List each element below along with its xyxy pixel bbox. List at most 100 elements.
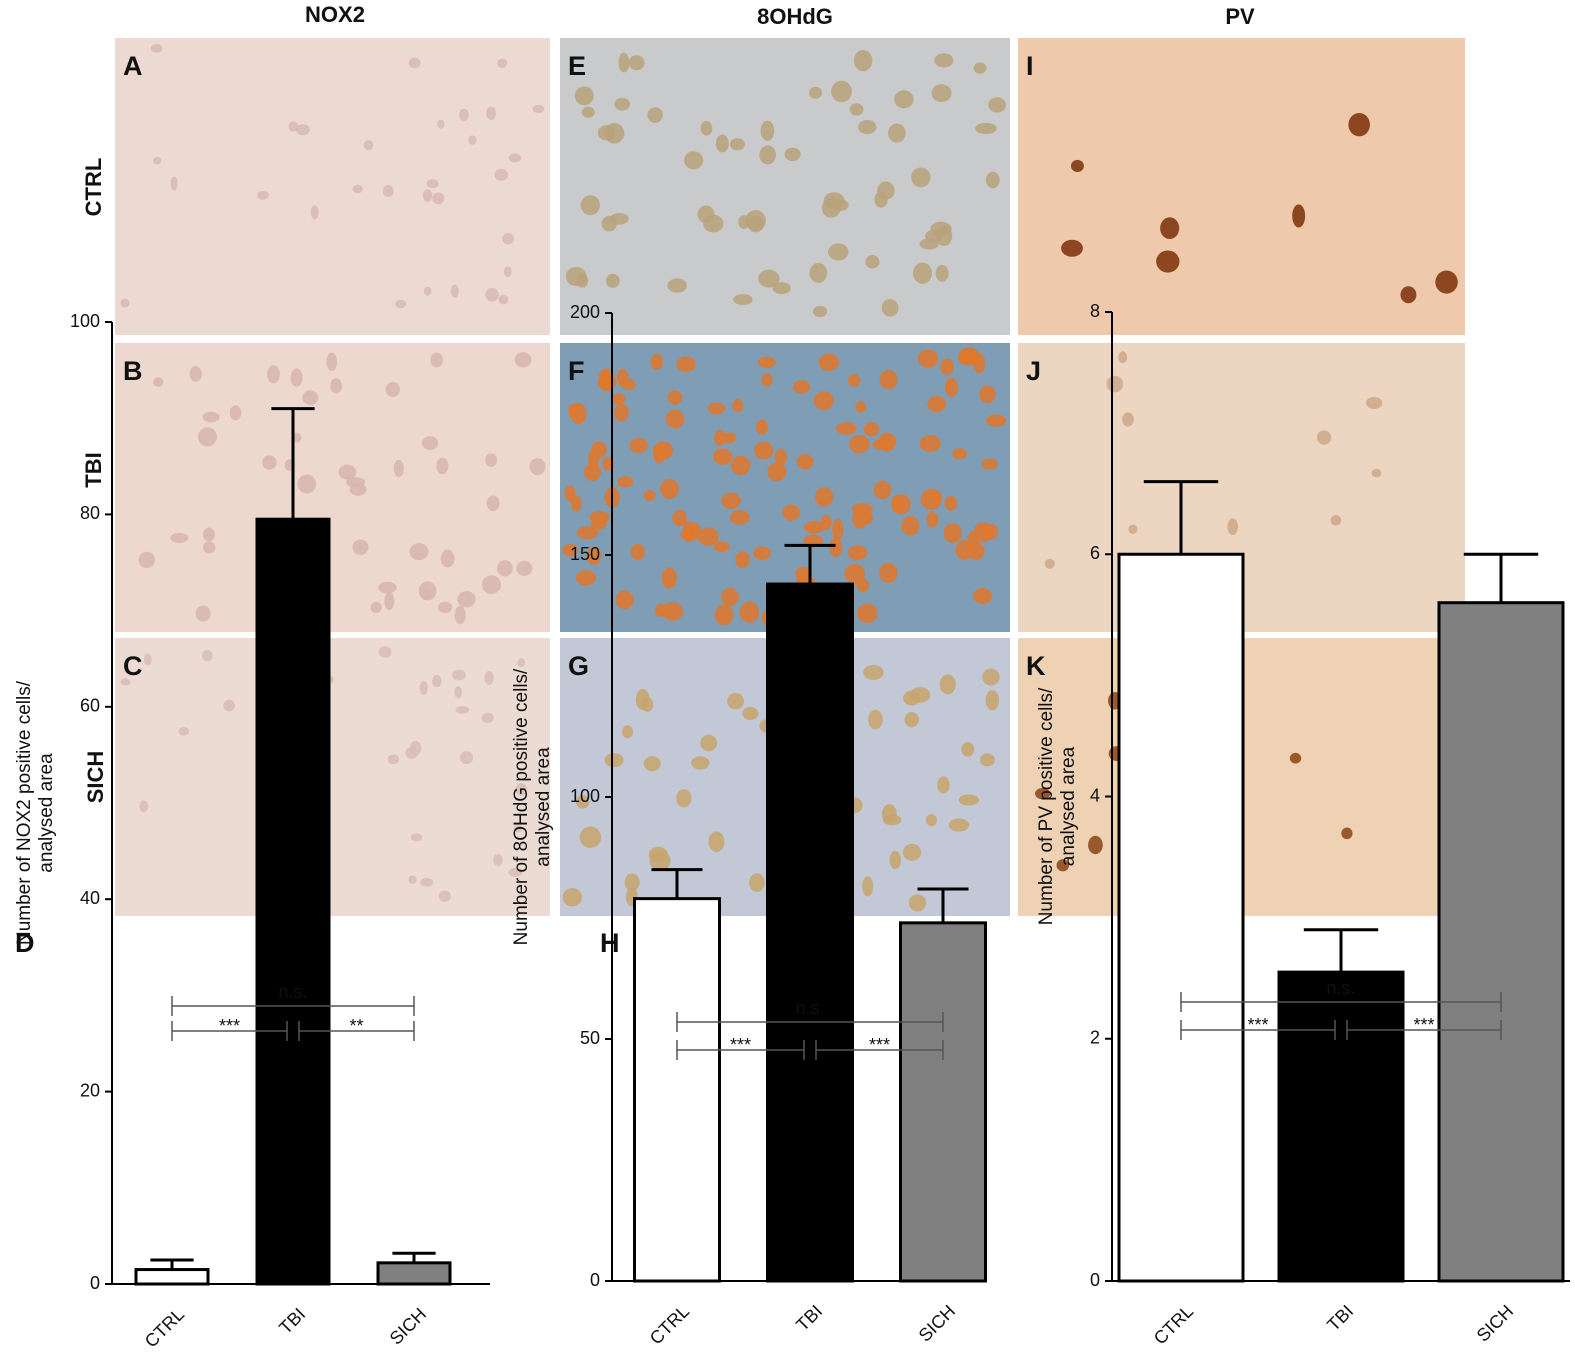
significance-label: ** xyxy=(349,1016,363,1036)
cell xyxy=(863,422,880,437)
cell xyxy=(772,282,791,295)
cell xyxy=(650,353,664,370)
cell xyxy=(643,490,656,502)
cell xyxy=(1400,286,1417,304)
cell xyxy=(727,692,745,710)
cell xyxy=(721,432,737,444)
cell xyxy=(877,181,895,200)
cell xyxy=(952,448,968,460)
cell xyxy=(940,358,954,375)
cell xyxy=(430,352,443,368)
x-tick-label: TBI xyxy=(275,1304,309,1338)
cell xyxy=(863,664,884,680)
cell xyxy=(917,349,939,368)
y-tick-label: 100 xyxy=(570,786,600,806)
cell xyxy=(667,390,683,405)
bar xyxy=(1277,970,1405,1283)
cell xyxy=(628,55,645,71)
cell xyxy=(310,205,319,220)
bar xyxy=(255,517,331,1286)
cell xyxy=(882,814,902,826)
cell xyxy=(684,151,704,170)
cell xyxy=(486,106,497,120)
cell xyxy=(844,563,866,584)
cell xyxy=(873,480,892,500)
cell xyxy=(934,53,954,68)
cell xyxy=(139,800,149,812)
cell xyxy=(562,888,583,907)
cell xyxy=(457,591,476,608)
cell xyxy=(454,605,466,625)
cell xyxy=(643,756,661,772)
cell xyxy=(588,448,600,469)
cell xyxy=(714,429,726,447)
column-header: PV xyxy=(1225,4,1255,29)
y-tick-label: 0 xyxy=(1090,1270,1100,1290)
cell xyxy=(195,605,211,622)
cell xyxy=(697,527,719,546)
cell xyxy=(1106,375,1124,393)
cell xyxy=(202,411,220,423)
cell xyxy=(1088,835,1103,855)
y-tick-label: 8 xyxy=(1090,301,1100,321)
cell xyxy=(202,527,215,542)
significance-label: *** xyxy=(869,1035,890,1055)
y-tick-label: 40 xyxy=(80,888,100,908)
cell xyxy=(944,495,958,512)
cell xyxy=(676,789,692,808)
cell xyxy=(973,62,987,74)
cell xyxy=(648,846,668,862)
cell xyxy=(935,264,949,282)
cell xyxy=(1044,558,1055,569)
panel-letter: G xyxy=(568,651,589,681)
cell xyxy=(857,603,878,624)
cell xyxy=(729,138,745,151)
cell xyxy=(749,873,765,892)
row-label: TBI xyxy=(81,452,106,487)
cell xyxy=(909,687,931,703)
cell xyxy=(868,709,883,730)
cell xyxy=(497,560,513,577)
cell xyxy=(408,57,421,69)
cell xyxy=(436,457,449,475)
bar xyxy=(899,921,987,1283)
cell xyxy=(902,843,922,861)
cell xyxy=(189,366,202,382)
significance-label: *** xyxy=(730,1035,751,1055)
micrograph xyxy=(115,638,550,916)
cell xyxy=(326,352,338,372)
cell xyxy=(575,795,590,809)
cell xyxy=(985,690,1000,711)
cell xyxy=(1365,396,1383,410)
cell xyxy=(422,189,433,202)
cell xyxy=(503,266,512,278)
cell xyxy=(455,705,470,714)
cell xyxy=(754,441,774,460)
cell xyxy=(604,753,624,768)
cell xyxy=(937,776,950,794)
cell xyxy=(382,184,394,198)
cell xyxy=(858,119,877,135)
cell xyxy=(713,541,730,553)
cell xyxy=(809,262,828,283)
y-tick-label: 0 xyxy=(90,1273,100,1293)
y-axis-label: analysed area xyxy=(36,753,57,873)
cell xyxy=(493,854,503,867)
cell xyxy=(920,488,942,510)
cell xyxy=(829,536,843,558)
cell xyxy=(583,463,601,481)
cell xyxy=(1227,518,1239,536)
cell xyxy=(352,539,369,555)
cell xyxy=(1061,239,1083,257)
cell xyxy=(759,145,776,165)
cell xyxy=(975,122,997,135)
cell xyxy=(459,751,474,765)
significance-label: n.s. xyxy=(1326,978,1355,998)
significance-label: n.s. xyxy=(278,982,307,1002)
cell xyxy=(459,108,469,122)
cell xyxy=(612,393,626,405)
cell xyxy=(408,875,417,885)
cell xyxy=(581,106,595,118)
cell xyxy=(576,526,599,540)
cell xyxy=(1128,524,1138,535)
